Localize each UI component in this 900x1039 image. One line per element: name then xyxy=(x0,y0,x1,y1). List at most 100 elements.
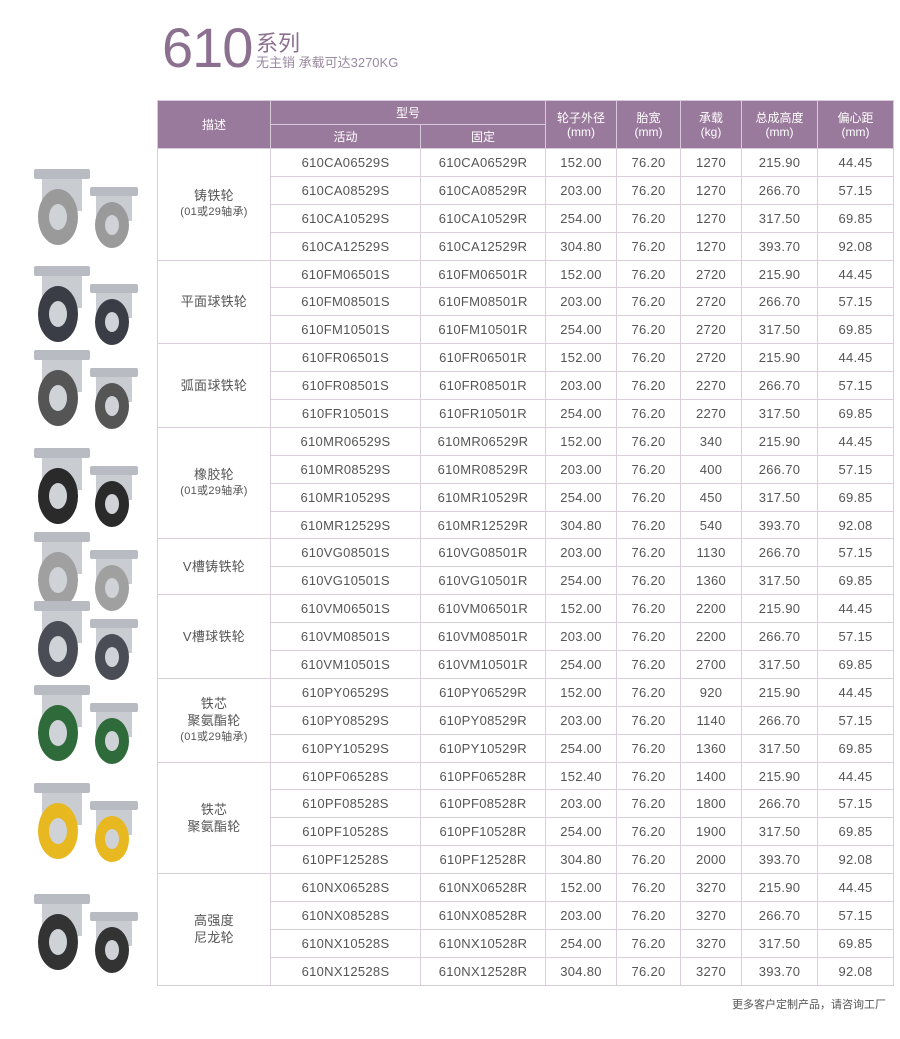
offset-cell: 69.85 xyxy=(817,399,895,428)
tire-width-cell: 76.20 xyxy=(616,231,682,261)
group-description: 铁芯 聚氨酯轮 (01或29轴承) xyxy=(157,677,271,763)
diameter-cell: 304.80 xyxy=(545,845,618,875)
diameter-cell: 203.00 xyxy=(545,705,618,735)
diameter-cell: 254.00 xyxy=(545,315,618,345)
rigid-model-cell: 610FR08501R xyxy=(419,371,547,401)
load-cell: 340 xyxy=(680,426,743,456)
height-cell: 393.70 xyxy=(741,231,819,261)
load-cell: 400 xyxy=(680,454,743,484)
load-cell: 1800 xyxy=(680,789,743,819)
tire-width-cell: 76.20 xyxy=(616,454,682,484)
header-load: 承载 (kg) xyxy=(680,100,743,149)
diameter-cell: 203.00 xyxy=(545,622,618,652)
rigid-model-cell: 610FM10501R xyxy=(419,315,547,345)
header-rigid: 固定 xyxy=(419,124,547,149)
caster-image xyxy=(28,677,148,767)
load-cell: 2720 xyxy=(680,315,743,345)
table-row: 610PY10529S 610PY10529R 254.00 76.20 1360 317… xyxy=(158,733,895,763)
rigid-model-cell: 610MR12529R xyxy=(419,510,547,540)
offset-cell: 69.85 xyxy=(817,650,895,679)
swivel-model-cell: 610CA12529S xyxy=(270,231,421,261)
height-cell: 266.70 xyxy=(741,901,819,930)
table-row: 610VG10501S 610VG10501R 254.00 76.20 1360 317… xyxy=(158,566,895,596)
height-cell: 393.70 xyxy=(741,845,819,875)
rigid-model-cell: 610FM06501R xyxy=(419,259,547,289)
diameter-cell: 152.40 xyxy=(545,761,618,791)
spec-table: 描述 型号 轮子外径 (mm) 胎宽 (mm) 承载 (kg) 总成高度 (mm) 偏心… xyxy=(157,100,895,986)
group-description: V槽球铁轮 xyxy=(157,594,271,679)
header-height: 总成高度 (mm) xyxy=(741,100,819,149)
tire-width-cell: 76.20 xyxy=(616,566,682,596)
swivel-model-cell: 610NX06528S xyxy=(270,873,421,903)
header-swivel: 活动 xyxy=(270,124,421,149)
caster-image xyxy=(28,258,148,348)
offset-cell: 69.85 xyxy=(817,315,895,345)
diameter-cell: 254.00 xyxy=(545,650,618,679)
swivel-model-cell: 610CA10529S xyxy=(270,203,421,233)
swivel-model-cell: 610FR08501S xyxy=(270,371,421,401)
group-name: V槽铸铁轮 xyxy=(182,559,246,575)
table-row: 610FM10501S 610FM10501R 254.00 76.20 2720 317… xyxy=(158,315,895,345)
height-cell: 215.90 xyxy=(741,259,819,289)
rigid-model-cell: 610PF08528R xyxy=(419,789,547,819)
diameter-cell: 304.80 xyxy=(545,956,618,986)
height-cell: 215.90 xyxy=(741,873,819,903)
table-row: V槽铸铁轮 610VG08501S 610VG08501R 203.00 76.20 11… xyxy=(157,538,895,596)
swivel-model-cell: 610CA06529S xyxy=(270,148,421,177)
tire-width-cell: 76.20 xyxy=(616,287,682,317)
load-cell: 2700 xyxy=(680,650,743,679)
tire-width-cell: 76.20 xyxy=(616,817,682,847)
height-cell: 317.50 xyxy=(741,482,819,512)
tire-width-cell: 76.20 xyxy=(616,175,682,205)
rigid-model-cell: 610VG10501R xyxy=(419,566,547,596)
offset-cell: 44.45 xyxy=(817,426,895,456)
tire-width-cell: 76.20 xyxy=(616,956,682,986)
offset-cell: 69.85 xyxy=(817,928,895,958)
tire-width-cell: 76.20 xyxy=(616,650,682,679)
diameter-cell: 203.00 xyxy=(545,175,618,205)
group-description: V槽铸铁轮 xyxy=(157,538,271,596)
group-description: 高强度 尼龙轮 xyxy=(157,873,271,986)
diameter-cell: 304.80 xyxy=(545,510,618,540)
load-cell: 920 xyxy=(680,677,743,707)
height-cell: 215.90 xyxy=(741,426,819,456)
height-cell: 317.50 xyxy=(741,315,819,345)
group-description: 弧面球铁轮 xyxy=(157,343,271,428)
tire-width-cell: 76.20 xyxy=(616,789,682,819)
offset-cell: 57.15 xyxy=(817,622,895,652)
swivel-model-cell: 610VM10501S xyxy=(270,650,421,679)
diameter-cell: 254.00 xyxy=(545,399,618,428)
group-note: (01或29轴承) xyxy=(180,206,248,219)
offset-cell: 92.08 xyxy=(817,845,895,875)
diameter-cell: 203.00 xyxy=(545,789,618,819)
table-row: 弧面球铁轮 610FR06501S 610FR06501R 152.00 76.20 27… xyxy=(157,343,895,428)
table-row: 橡胶轮 (01或29轴承) 610MR06529S 610MR06529R 152.00… xyxy=(157,426,895,540)
offset-cell: 69.85 xyxy=(817,817,895,847)
height-cell: 266.70 xyxy=(741,622,819,652)
height-cell: 266.70 xyxy=(741,538,819,568)
series-label: 系列 xyxy=(256,31,301,56)
rigid-model-cell: 610CA10529R xyxy=(419,203,547,233)
diameter-cell: 152.00 xyxy=(545,594,618,624)
diameter-cell: 254.00 xyxy=(545,203,618,233)
load-cell: 1270 xyxy=(680,148,743,177)
tire-width-cell: 76.20 xyxy=(616,594,682,624)
offset-cell: 92.08 xyxy=(817,510,895,540)
tire-width-cell: 76.20 xyxy=(616,677,682,707)
load-cell: 1140 xyxy=(680,705,743,735)
header-width: 胎宽 (mm) xyxy=(616,100,682,149)
caster-image xyxy=(28,342,148,432)
swivel-model-cell: 610VG10501S xyxy=(270,566,421,596)
offset-cell: 44.45 xyxy=(817,259,895,289)
rigid-model-cell: 610VG08501R xyxy=(419,538,547,568)
height-cell: 215.90 xyxy=(741,594,819,624)
swivel-model-cell: 610VG08501S xyxy=(270,538,421,568)
swivel-model-cell: 610PY10529S xyxy=(270,733,421,763)
tire-width-cell: 76.20 xyxy=(616,343,682,373)
rigid-model-cell: 610CA12529R xyxy=(419,231,547,261)
rigid-model-cell: 610PY08529R xyxy=(419,705,547,735)
load-cell: 2000 xyxy=(680,845,743,875)
header-offset: 偏心距 (mm) xyxy=(817,100,895,149)
offset-cell: 44.45 xyxy=(817,677,895,707)
table-row: 610PF10528S 610PF10528R 254.00 76.20 1900 317… xyxy=(158,817,895,847)
